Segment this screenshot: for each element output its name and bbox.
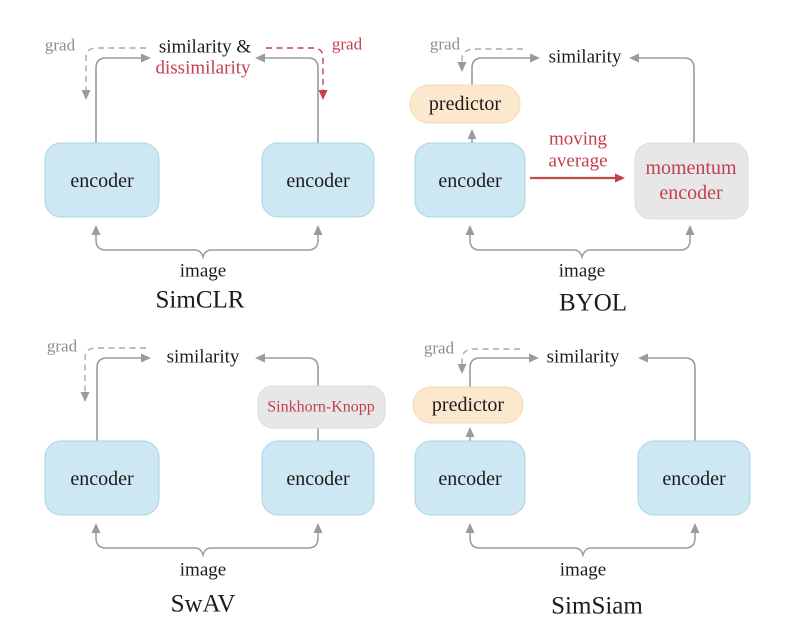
similarity-arrow-right — [255, 353, 319, 441]
grad-arrow-left — [457, 48, 523, 72]
grad-arrow-left — [457, 348, 520, 374]
grad-arrow-left — [80, 347, 146, 402]
loss-label-similarity: similarity — [547, 347, 620, 368]
image-split-arrow — [91, 225, 323, 260]
grad-label-left: grad — [430, 35, 461, 54]
loss-label-similarity: similarity — [167, 347, 240, 368]
image-label: image — [560, 560, 606, 581]
image-label: image — [180, 560, 226, 581]
encoder-label-right: encoder — [286, 170, 350, 192]
similarity-arrow-right — [638, 353, 696, 441]
moving-average-label-line2: average — [548, 151, 607, 172]
image-split-arrow — [465, 225, 695, 260]
encoder-box-left — [414, 142, 526, 218]
predictor-label: predictor — [429, 93, 502, 115]
grad-label-left: grad — [45, 36, 76, 55]
image-split-arrow — [91, 523, 323, 558]
encoder-box-left — [414, 440, 526, 516]
predictor-box — [409, 84, 521, 124]
encoder-box-left — [44, 142, 160, 218]
encoder-label-left: encoder — [70, 468, 134, 490]
encoder-label-left: encoder — [70, 170, 134, 192]
moving-average-label-line1: moving — [549, 129, 608, 150]
similarity-arrow-left — [96, 353, 151, 441]
encoder-box-right — [637, 440, 751, 516]
encoder-box-right — [261, 142, 375, 218]
encoder-label-left: encoder — [438, 170, 502, 192]
sinkhorn-knopp-label: Sinkhorn-Knopp — [267, 399, 375, 416]
similarity-arrow-right — [255, 53, 319, 143]
image-split-arrow — [465, 523, 700, 558]
loss-label-dissimilarity: dissimilarity — [156, 58, 252, 79]
encoder-label-right: encoder — [662, 468, 726, 490]
panel-title: BYOL — [559, 290, 627, 317]
grad-arrow-right — [266, 47, 328, 100]
similarity-arrow-left — [469, 353, 539, 387]
grad-label-left: grad — [47, 337, 78, 356]
loss-label-similarity: similarity — [549, 47, 622, 68]
panel-title: SimSiam — [551, 593, 643, 620]
panel-simclr: grad grad similarity & dissimilarity enc… — [44, 35, 375, 314]
grad-label-left: grad — [424, 339, 455, 358]
panel-swav: grad similarity Sinkhorn-Knopp encoder e… — [44, 337, 386, 618]
encoder-box-left — [44, 440, 160, 516]
sinkhorn-knopp-box — [257, 385, 386, 429]
encoder-label-left: encoder — [438, 468, 502, 490]
grad-arrow-left — [81, 47, 146, 100]
momentum-encoder-label-line2: encoder — [659, 182, 723, 204]
momentum-encoder-label-line1: momentum — [645, 157, 737, 179]
panel-title: SimCLR — [156, 287, 245, 314]
panel-simsiam: grad similarity predictor encoder encode… — [412, 339, 751, 620]
similarity-arrow-left — [95, 53, 151, 143]
encoder-box-right — [261, 440, 375, 516]
grad-label-right: grad — [332, 35, 363, 54]
encoder-label-right: encoder — [286, 468, 350, 490]
predictor-box — [412, 386, 524, 424]
similarity-arrow-right — [629, 53, 695, 143]
panel-byol: grad similarity moving average predictor… — [409, 35, 749, 317]
similarity-arrow-left — [471, 53, 540, 85]
panel-title: SwAV — [171, 591, 236, 618]
image-label: image — [559, 261, 605, 282]
image-label: image — [180, 261, 226, 282]
predictor-label: predictor — [432, 394, 505, 416]
loss-label-similarity: similarity & — [159, 37, 252, 58]
momentum-encoder-box — [634, 142, 749, 220]
